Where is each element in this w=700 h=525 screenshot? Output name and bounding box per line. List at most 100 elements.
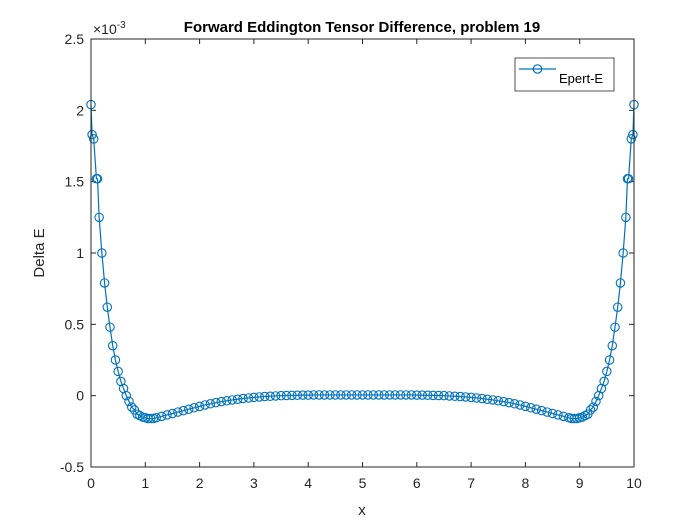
data-point-marker — [368, 390, 379, 400]
data-point-marker — [173, 407, 183, 417]
data-point-marker — [124, 396, 134, 407]
x-tick-label: 1 — [141, 475, 149, 491]
data-point-marker — [602, 366, 612, 377]
data-point-marker — [260, 391, 270, 402]
x-tick-label: 5 — [359, 475, 367, 491]
data-point-marker — [621, 212, 631, 223]
x-tick-label: 9 — [576, 475, 584, 491]
data-point-marker — [460, 392, 471, 402]
data-point-marker — [308, 390, 319, 400]
legend-box — [514, 57, 615, 92]
data-point-marker — [433, 390, 444, 401]
legend-entry-label: Epert-E — [559, 71, 603, 86]
y-tick-label: 1 — [76, 245, 84, 261]
y-tick-label: 0.5 — [65, 316, 85, 332]
data-point-marker — [626, 134, 637, 144]
data-point-marker — [444, 391, 455, 401]
data-point-marker — [588, 402, 599, 412]
data-point-marker — [249, 392, 259, 403]
chart-title: Forward Eddington Tensor Difference, pro… — [184, 19, 540, 36]
data-point-marker — [238, 393, 248, 404]
data-point-marker — [121, 390, 132, 401]
axes-box — [90, 38, 635, 468]
data-point-marker — [270, 391, 281, 401]
data-point-marker — [357, 390, 368, 400]
data-point-marker — [314, 390, 324, 400]
y-tick-label: 0 — [76, 388, 84, 404]
data-point-marker — [610, 322, 620, 332]
data-point-marker — [488, 395, 498, 405]
data-point-marker — [113, 366, 123, 377]
data-point-marker — [287, 390, 297, 401]
data-point-marker — [162, 410, 172, 420]
data-point-marker — [346, 390, 357, 400]
data-point-marker — [205, 399, 216, 409]
data-point-marker — [526, 403, 536, 413]
x-tick-label: 3 — [250, 475, 258, 491]
data-point-marker — [509, 399, 520, 409]
x-tick-label: 10 — [626, 475, 642, 491]
data-point-marker — [591, 396, 601, 407]
data-point-marker — [325, 390, 335, 400]
x-tick-label: 8 — [522, 475, 530, 491]
data-point-marker — [618, 248, 628, 258]
data-point-marker — [222, 396, 232, 406]
data-point-marker — [498, 396, 509, 407]
x-tick-label: 7 — [467, 475, 475, 491]
data-point-marker — [94, 212, 104, 223]
y-tick-label: -0.5 — [60, 459, 84, 475]
data-point-marker — [628, 129, 638, 140]
data-point-marker — [363, 390, 373, 400]
data-point-marker — [254, 392, 265, 402]
x-axis-ticks: 0 1 2 3 4 5 6 7 8 9 10 — [87, 39, 642, 491]
data-point-marker — [439, 390, 449, 401]
data-point-marker — [265, 391, 275, 401]
legend-marker-sample — [532, 64, 543, 74]
data-point-marker — [216, 396, 227, 407]
data-point-marker — [102, 302, 113, 312]
data-point-marker — [167, 408, 178, 419]
y-axis-exponent-power: -3 — [117, 20, 126, 31]
data-point-marker — [536, 405, 547, 416]
data-point-marker — [352, 390, 362, 400]
data-point-marker — [599, 376, 609, 387]
data-point-marker — [531, 404, 542, 414]
data-point-marker — [395, 390, 406, 400]
data-point-marker — [298, 390, 308, 400]
y-axis-label: Delta E — [31, 228, 48, 277]
data-point-marker — [200, 400, 210, 410]
data-point-marker — [88, 134, 99, 144]
data-point-marker — [319, 390, 330, 400]
data-point-marker — [243, 393, 254, 403]
data-point-marker — [482, 394, 493, 404]
data-point-marker — [542, 407, 552, 417]
data-point-marker — [466, 392, 476, 403]
y-tick-label: 2.5 — [65, 31, 85, 47]
data-point-marker — [547, 408, 558, 419]
data-point-marker — [110, 355, 121, 365]
data-point-marker — [151, 413, 161, 423]
plot-area — [91, 39, 634, 467]
data-point-marker — [585, 405, 596, 415]
data-point-marker — [281, 390, 292, 401]
y-axis-exponent: ×10-3 — [93, 20, 126, 37]
legend: Epert-E — [514, 57, 615, 92]
data-point-marker — [189, 403, 199, 413]
data-point-marker — [384, 390, 395, 400]
x-tick-label: 2 — [196, 475, 204, 491]
data-point-marker — [292, 390, 303, 400]
data-point-marker — [477, 393, 487, 404]
x-axis-label: x — [358, 502, 366, 519]
data-point-marker — [194, 401, 205, 412]
data-point-marker — [211, 397, 221, 408]
data-point-marker — [553, 410, 563, 420]
x-tick-label: 6 — [413, 475, 421, 491]
data-point-marker — [156, 411, 167, 422]
y-tick-label: 1.5 — [65, 174, 85, 190]
x-tick-label: 4 — [304, 475, 312, 491]
data-point-marker — [450, 391, 460, 401]
data-point-marker — [276, 390, 286, 401]
data-point-marker — [178, 405, 189, 416]
data-point-marker — [374, 390, 384, 400]
